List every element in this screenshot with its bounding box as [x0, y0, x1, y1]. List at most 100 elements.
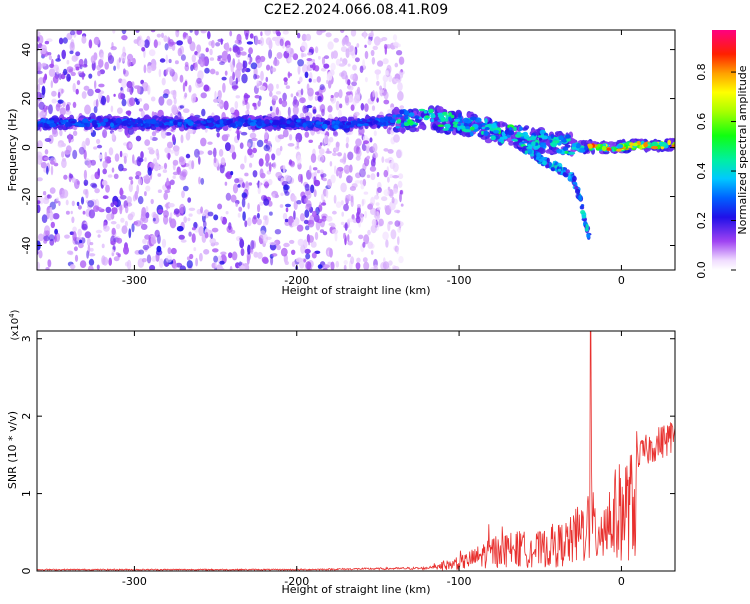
- heatmap-cell: [580, 210, 586, 215]
- heatmap-cell: [350, 30, 357, 37]
- heatmap-cell: [88, 209, 96, 219]
- heatmap-cell: [356, 257, 361, 263]
- heatmap-cell: [250, 240, 255, 250]
- heatmap-cell: [218, 149, 224, 157]
- heatmap-cell: [239, 142, 244, 149]
- heatmap-cell: [252, 170, 258, 178]
- heatmap-cell: [338, 171, 343, 179]
- heatmap-cell: [230, 64, 234, 73]
- heatmap-cell: [65, 145, 72, 154]
- heatmap-cell: [229, 47, 232, 52]
- heatmap-cell: [151, 137, 158, 141]
- heatmap-cell: [311, 59, 315, 63]
- heatmap-cell: [356, 204, 362, 208]
- heatmap-cell: [285, 44, 292, 54]
- heatmap-cell: [134, 220, 142, 227]
- heatmap-cell: [370, 158, 376, 168]
- heatmap-cell: [299, 97, 306, 104]
- heatmap-cell: [535, 156, 540, 160]
- heatmap-cell: [527, 148, 533, 155]
- heatmap-cell: [142, 244, 150, 251]
- heatmap-cell: [207, 150, 213, 156]
- heatmap-cell: [37, 200, 41, 204]
- heatmap-cell: [83, 169, 87, 180]
- heatmap-cell: [58, 72, 62, 81]
- heatmap-cell: [72, 82, 76, 93]
- heatmap-cell: [220, 38, 223, 45]
- y-tick-label: 20: [20, 92, 33, 106]
- heatmap-cell: [118, 57, 122, 63]
- heatmap-cell: [144, 157, 147, 162]
- heatmap-cell: [189, 253, 194, 260]
- heatmap-cell: [254, 35, 259, 46]
- heatmap-cell: [601, 145, 607, 152]
- heatmap-cell: [178, 171, 185, 176]
- heatmap-cell: [347, 85, 354, 91]
- heatmap-cell: [242, 211, 246, 222]
- heatmap-cell: [255, 59, 263, 69]
- heatmap-cell: [399, 105, 405, 110]
- heatmap-cell: [288, 58, 293, 63]
- heatmap-cell: [173, 208, 180, 215]
- heatmap-cell: [257, 204, 261, 213]
- heatmap-cell: [339, 57, 343, 62]
- heatmap-cell: [58, 37, 64, 45]
- heatmap-cell: [237, 212, 241, 218]
- heatmap-cell: [198, 156, 201, 165]
- heatmap-cell: [288, 159, 293, 165]
- heatmap-cell: [219, 260, 225, 265]
- heatmap-cell: [284, 191, 290, 196]
- heatmap-cell: [132, 57, 136, 65]
- heatmap-cell: [170, 90, 177, 95]
- heatmap-cell: [253, 251, 259, 258]
- heatmap-cell: [340, 70, 348, 80]
- heatmap-cell: [42, 76, 46, 84]
- heatmap-cell: [565, 134, 571, 139]
- colorbar-gradient: [712, 30, 736, 270]
- heatmap-cell: [201, 121, 207, 125]
- heatmap-cell: [120, 87, 123, 91]
- heatmap-cell: [87, 265, 94, 270]
- heatmap-cell: [420, 112, 425, 119]
- heatmap-cell: [263, 198, 270, 206]
- heatmap-cell: [382, 261, 390, 270]
- heatmap-cell: [141, 258, 147, 263]
- heatmap-cell: [401, 122, 405, 128]
- heatmap-cell: [474, 117, 482, 123]
- heatmap-cell: [173, 97, 177, 105]
- heatmap-cell: [90, 159, 96, 166]
- heatmap-cell: [357, 86, 361, 94]
- heatmap-cell: [340, 182, 347, 193]
- heatmap-cell: [50, 221, 55, 229]
- heatmap-cell: [328, 222, 336, 227]
- heatmap-cell: [191, 233, 196, 244]
- y-tick-label: 0: [20, 144, 33, 151]
- heatmap-cell: [404, 115, 409, 120]
- heatmap-cell: [238, 206, 243, 212]
- heatmap-cell: [585, 223, 589, 230]
- heatmap-cell: [128, 176, 133, 181]
- heatmap-cell: [264, 215, 269, 226]
- heatmap-cell: [111, 227, 116, 235]
- heatmap-cell: [283, 242, 290, 248]
- heatmap-cell: [323, 55, 330, 60]
- heatmap-cell: [223, 100, 229, 111]
- heatmap-cell: [444, 118, 449, 122]
- heatmap-cell: [244, 220, 248, 228]
- heatmap-cell: [455, 128, 463, 134]
- heatmap-cell: [295, 92, 299, 97]
- heatmap-cell: [305, 261, 312, 270]
- heatmap-cell: [332, 50, 339, 59]
- heatmap-cell: [189, 41, 196, 52]
- heatmap-cell: [538, 158, 544, 162]
- heatmap-cell: [55, 58, 61, 62]
- heatmap-cell: [259, 37, 264, 46]
- heatmap-cell: [345, 122, 351, 126]
- heatmap-cell: [364, 103, 369, 112]
- heatmap-cell: [375, 202, 380, 206]
- heatmap-cell: [513, 126, 517, 131]
- heatmap-cell: [252, 147, 257, 154]
- spectrogram-y-ticks: -40 -20 0 20 40: [20, 43, 675, 254]
- heatmap-cell: [267, 83, 274, 93]
